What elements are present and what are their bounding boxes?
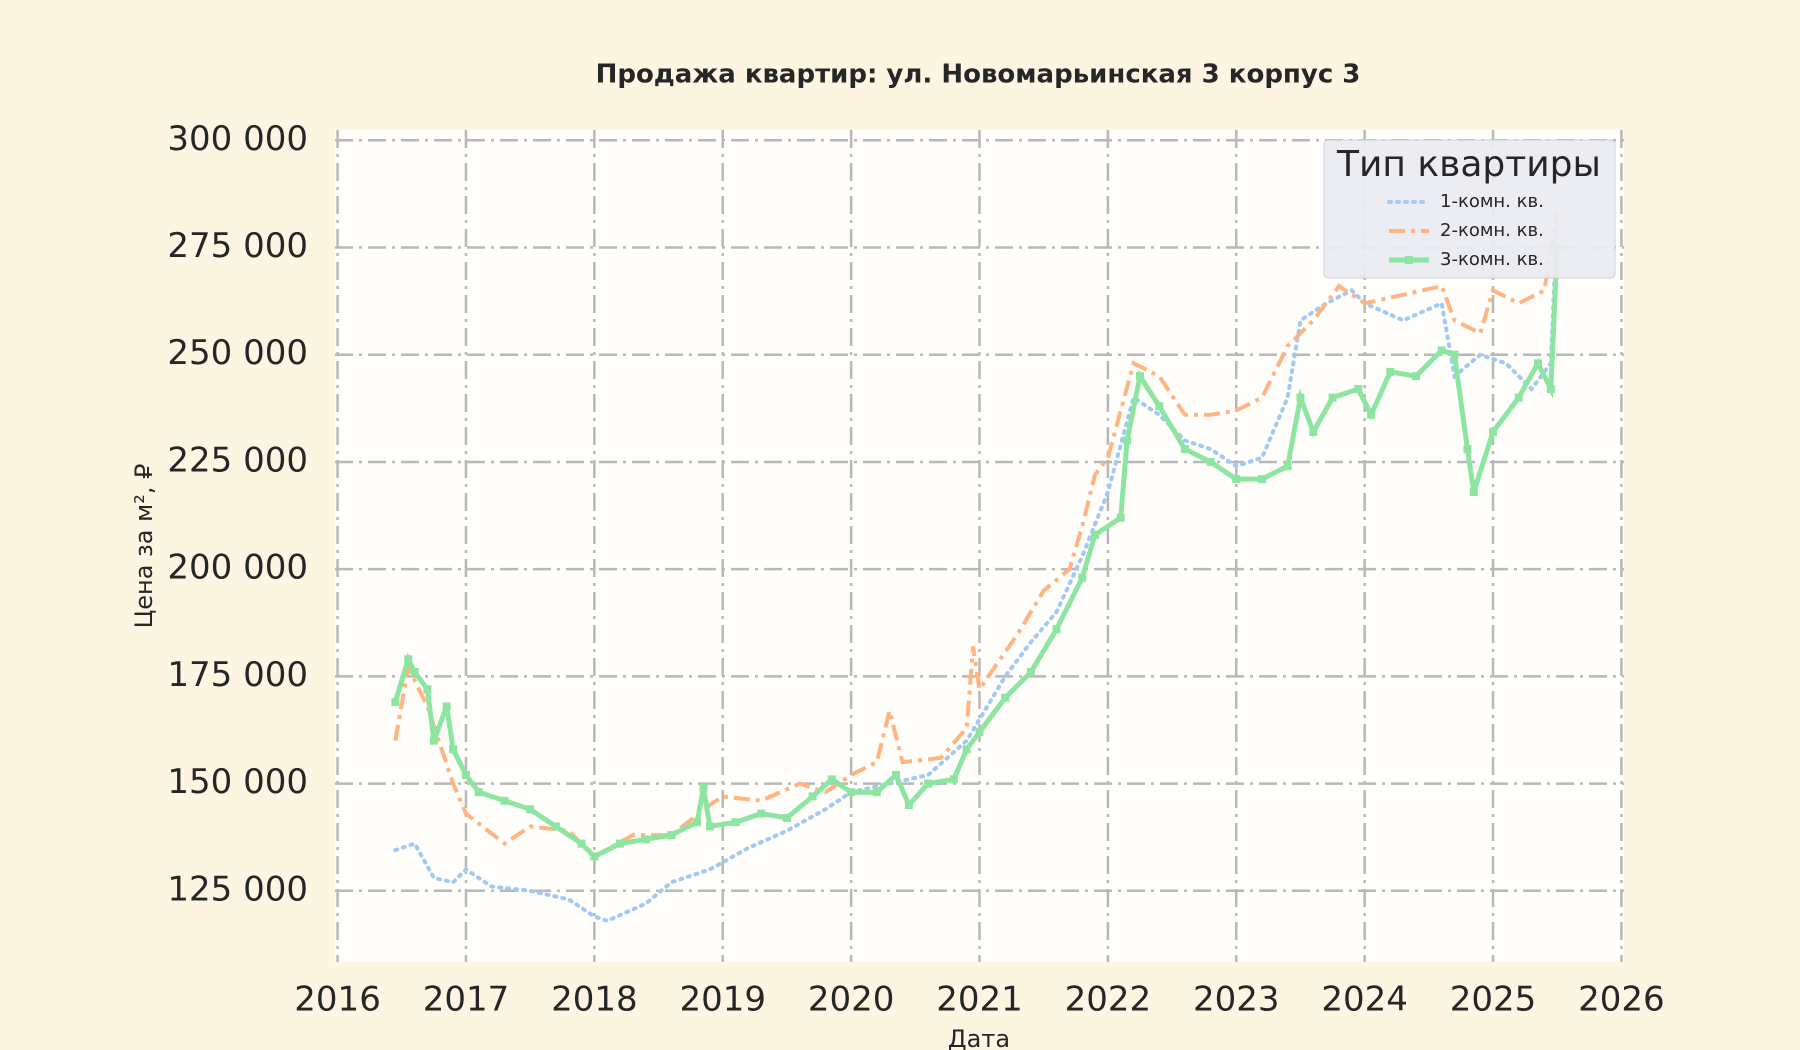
- series-marker: [1155, 402, 1164, 411]
- series-line: [393, 212, 1560, 859]
- y-tick-label: 250 000: [167, 333, 308, 373]
- series-marker: [731, 818, 740, 827]
- series-marker: [474, 788, 483, 797]
- series-marker: [1026, 668, 1035, 677]
- series-marker: [423, 685, 432, 694]
- x-tick-label: 2018: [551, 980, 638, 1020]
- series-marker: [391, 698, 400, 707]
- y-tick-label: 175 000: [167, 655, 308, 695]
- series-marker: [827, 775, 836, 784]
- legend-label: 1-комн. кв.: [1440, 191, 1544, 212]
- y-axis-label: Цена за м², ₽: [130, 464, 158, 629]
- x-tick-label: 2019: [679, 980, 766, 1020]
- series-marker: [1463, 445, 1472, 454]
- chart-title: Продажа квартир: ул. Новомарьинская 3 ко…: [596, 60, 1361, 90]
- series-marker: [551, 822, 560, 831]
- series-marker: [1412, 372, 1421, 381]
- series-marker: [1001, 693, 1010, 702]
- series-marker: [1078, 573, 1087, 582]
- x-tick-label: 2026: [1578, 980, 1665, 1020]
- y-tick-label: 275 000: [167, 226, 308, 266]
- series-marker: [1257, 475, 1266, 484]
- series-marker: [1546, 385, 1555, 394]
- series-marker: [1180, 445, 1189, 454]
- y-tick-label: 225 000: [167, 440, 308, 480]
- series-marker: [1116, 513, 1125, 522]
- series-marker: [1386, 367, 1395, 376]
- series-marker: [667, 831, 676, 840]
- series-marker: [1309, 427, 1318, 436]
- x-tick-label: 2020: [808, 980, 895, 1020]
- x-tick-label: 2022: [1065, 980, 1152, 1020]
- series-marker: [949, 775, 958, 784]
- series-marker: [1533, 359, 1542, 368]
- series-marker: [429, 736, 438, 745]
- series-marker: [1328, 393, 1337, 402]
- series-marker: [442, 702, 451, 711]
- series-marker: [1354, 385, 1363, 394]
- series-marker: [461, 771, 470, 780]
- series-marker: [1206, 457, 1215, 466]
- series-marker: [1091, 530, 1100, 539]
- series-line: [393, 211, 1560, 923]
- series-marker: [1514, 393, 1523, 402]
- series-marker: [1123, 436, 1132, 445]
- y-tick-label: 300 000: [167, 119, 308, 159]
- series-marker: [1367, 410, 1376, 419]
- series-marker: [616, 839, 625, 848]
- series-marker: [577, 839, 586, 848]
- legend-marker: [1405, 256, 1413, 264]
- y-tick-label: 150 000: [167, 762, 308, 802]
- series-marker: [699, 783, 708, 792]
- series-marker: [924, 779, 933, 788]
- series-marker: [1489, 427, 1498, 436]
- x-tick-label: 2021: [936, 980, 1023, 1020]
- series-marker: [1283, 462, 1292, 471]
- x-tick-label: 2017: [423, 980, 510, 1020]
- series-marker: [1437, 346, 1446, 355]
- series-marker: [1450, 350, 1459, 359]
- series-marker: [500, 796, 509, 805]
- x-tick-label: 2023: [1193, 980, 1280, 1020]
- series-marker: [892, 771, 901, 780]
- legend-label: 3-комн. кв.: [1440, 249, 1544, 270]
- series-marker: [590, 852, 599, 861]
- series-marker: [975, 728, 984, 737]
- series-marker: [757, 809, 766, 818]
- series-marker: [872, 788, 881, 797]
- legend-title: Тип квартиры: [1336, 144, 1601, 185]
- series-marker: [847, 788, 856, 797]
- y-tick-label: 125 000: [167, 869, 308, 909]
- series-marker: [1232, 475, 1241, 484]
- y-tick-label: 200 000: [167, 548, 308, 588]
- series-marker: [1135, 372, 1144, 381]
- x-axis-label: Дата: [948, 1025, 1010, 1050]
- x-tick-label: 2016: [294, 980, 381, 1020]
- legend-box: [1323, 139, 1616, 279]
- series-marker: [526, 805, 535, 814]
- series-marker: [693, 818, 702, 827]
- series-marker: [1296, 393, 1305, 402]
- series-marker: [962, 745, 971, 754]
- x-tick-label: 2025: [1450, 980, 1537, 1020]
- x-tick-label: 2024: [1321, 980, 1408, 1020]
- series-marker: [410, 668, 419, 677]
- series-marker: [1052, 625, 1061, 634]
- series-marker: [904, 801, 913, 810]
- series-marker: [1469, 487, 1478, 496]
- series-marker: [449, 745, 458, 754]
- legend-label: 2-комн. кв.: [1440, 220, 1544, 241]
- series-marker: [705, 822, 714, 831]
- series-marker: [782, 813, 791, 822]
- series-marker: [808, 792, 817, 801]
- series-marker: [641, 835, 650, 844]
- series-marker: [404, 655, 413, 664]
